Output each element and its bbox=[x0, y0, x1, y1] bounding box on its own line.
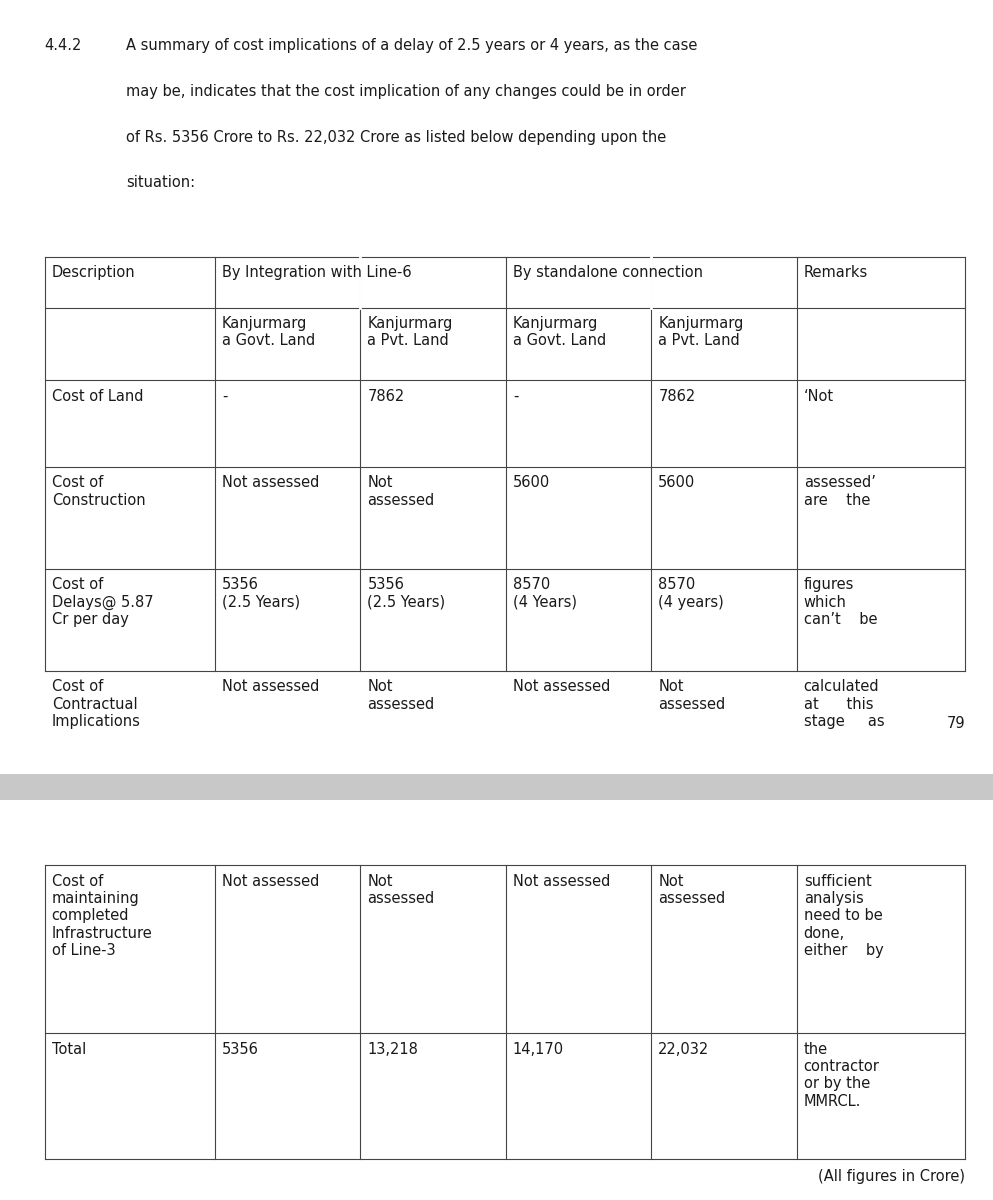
Text: 13,218: 13,218 bbox=[367, 1042, 418, 1057]
Text: A summary of cost implications of a delay of 2.5 years or 4 years, as the case: A summary of cost implications of a dela… bbox=[126, 38, 697, 53]
Text: Not
assessed: Not assessed bbox=[367, 475, 435, 508]
Text: -: - bbox=[221, 389, 227, 404]
Text: 79: 79 bbox=[946, 716, 965, 732]
Text: situation:: situation: bbox=[126, 175, 196, 190]
Text: of Rs. 5356 Crore to Rs. 22,032 Crore as listed below depending upon the: of Rs. 5356 Crore to Rs. 22,032 Crore as… bbox=[126, 130, 666, 144]
Text: Not assessed: Not assessed bbox=[221, 874, 320, 889]
Text: (All figures in Crore): (All figures in Crore) bbox=[818, 1169, 965, 1183]
Text: 5356: 5356 bbox=[221, 1042, 259, 1057]
Text: figures
which
can’t    be: figures which can’t be bbox=[803, 577, 877, 628]
Text: By Integration with Line-6: By Integration with Line-6 bbox=[221, 265, 411, 281]
Text: 7862: 7862 bbox=[658, 389, 695, 404]
Text: Cost of Land: Cost of Land bbox=[52, 389, 143, 404]
Text: Cost of
Delays@ 5.87
Cr per day: Cost of Delays@ 5.87 Cr per day bbox=[52, 577, 153, 628]
Text: Not
assessed: Not assessed bbox=[367, 679, 435, 712]
Text: 5356
(2.5 Years): 5356 (2.5 Years) bbox=[367, 577, 446, 610]
Text: calculated
at      this
stage     as: calculated at this stage as bbox=[803, 679, 885, 730]
Text: Not
assessed: Not assessed bbox=[658, 679, 726, 712]
Text: sufficient
analysis
need to be
done,
either    by: sufficient analysis need to be done, eit… bbox=[803, 874, 884, 959]
Text: Not assessed: Not assessed bbox=[221, 679, 320, 695]
Text: 14,170: 14,170 bbox=[512, 1042, 564, 1057]
Text: Not assessed: Not assessed bbox=[221, 475, 320, 491]
Text: 5356
(2.5 Years): 5356 (2.5 Years) bbox=[221, 577, 300, 610]
Text: ‘Not: ‘Not bbox=[803, 389, 834, 404]
Text: Not
assessed: Not assessed bbox=[658, 874, 726, 906]
Text: 4.4.2: 4.4.2 bbox=[45, 38, 82, 53]
Text: Cost of
Construction: Cost of Construction bbox=[52, 475, 145, 508]
Text: -: - bbox=[512, 389, 518, 404]
Text: 7862: 7862 bbox=[367, 389, 404, 404]
Text: 5600: 5600 bbox=[512, 475, 550, 491]
FancyBboxPatch shape bbox=[0, 774, 993, 800]
Text: Kanjurmarg
a Govt. Land: Kanjurmarg a Govt. Land bbox=[221, 316, 315, 348]
Text: Total: Total bbox=[52, 1042, 85, 1057]
Text: Kanjurmarg
a Pvt. Land: Kanjurmarg a Pvt. Land bbox=[658, 316, 744, 348]
Text: Cost of
maintaining
completed
Infrastructure
of Line-3: Cost of maintaining completed Infrastruc… bbox=[52, 874, 152, 959]
Text: 8570
(4 years): 8570 (4 years) bbox=[658, 577, 724, 610]
Text: Description: Description bbox=[52, 265, 135, 281]
Text: assessed’
are    the: assessed’ are the bbox=[803, 475, 876, 508]
Text: By standalone connection: By standalone connection bbox=[512, 265, 703, 281]
Text: Kanjurmarg
a Govt. Land: Kanjurmarg a Govt. Land bbox=[512, 316, 606, 348]
Text: Remarks: Remarks bbox=[803, 265, 868, 281]
Text: Not assessed: Not assessed bbox=[512, 679, 610, 695]
Text: the
contractor
or by the
MMRCL.: the contractor or by the MMRCL. bbox=[803, 1042, 880, 1109]
Text: 5600: 5600 bbox=[658, 475, 695, 491]
Text: Kanjurmarg
a Pvt. Land: Kanjurmarg a Pvt. Land bbox=[367, 316, 453, 348]
Text: Not assessed: Not assessed bbox=[512, 874, 610, 889]
Text: may be, indicates that the cost implication of any changes could be in order: may be, indicates that the cost implicat… bbox=[126, 84, 686, 98]
Text: 8570
(4 Years): 8570 (4 Years) bbox=[512, 577, 577, 610]
Text: 22,032: 22,032 bbox=[658, 1042, 710, 1057]
Text: Cost of
Contractual
Implications: Cost of Contractual Implications bbox=[52, 679, 141, 730]
Text: Not
assessed: Not assessed bbox=[367, 874, 435, 906]
